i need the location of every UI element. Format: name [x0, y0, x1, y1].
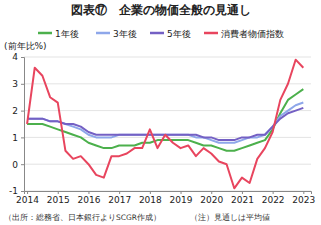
- grid-line: [24, 110, 311, 111]
- x-tick-mark: [88, 191, 89, 194]
- grid-line: [24, 57, 311, 58]
- x-axis: 2014 2015 2016 2017 2018 2019 2020 2021 2022 2023: [16, 191, 315, 205]
- y-tick-label: 0: [12, 160, 18, 170]
- y-tick-label: 4: [12, 52, 18, 62]
- x-tick-mark: [150, 191, 151, 194]
- x-tick: 2021: [231, 191, 254, 205]
- y-tick-mark: [21, 137, 24, 138]
- x-tick: 2020: [200, 191, 223, 205]
- x-tick-mark: [273, 191, 274, 194]
- x-tick-mark: [242, 191, 243, 194]
- y-tick-label: 3: [12, 79, 18, 89]
- x-tick-label: 2016: [78, 195, 101, 205]
- y-tick-mark: [21, 57, 24, 58]
- x-tick-label: 2014: [16, 195, 39, 205]
- annotation: （注）見通しは平均値: [190, 213, 270, 222]
- legend-swatch: [204, 32, 218, 35]
- y-tick-mark: [21, 84, 24, 85]
- y-tick: 2: [12, 106, 24, 116]
- y-tick: 1: [12, 133, 24, 143]
- legend-item: 5年後: [150, 29, 191, 39]
- x-tick-mark: [303, 191, 304, 194]
- x-tick-label: 2021: [231, 195, 254, 205]
- x-axis-line: [25, 192, 312, 195]
- x-tick: 2016: [78, 191, 101, 205]
- annotation: （出所：総務省、日本銀行よりSCGR作成）: [4, 213, 161, 222]
- y-tick-mark: [21, 111, 24, 112]
- x-tick-label: 2018: [139, 195, 162, 205]
- legend-label: 消費者物価指数: [221, 29, 284, 39]
- y-tick-label: 1: [12, 133, 18, 143]
- plot-lines: [27, 60, 303, 189]
- legend-item: 3年後: [96, 29, 137, 39]
- y-tick: 0: [12, 160, 24, 170]
- x-tick-mark: [58, 191, 59, 194]
- legend-swatch: [96, 32, 110, 35]
- legend-swatch: [150, 32, 164, 35]
- x-tick: 2014: [16, 191, 39, 205]
- legend: 1年後 3年後 5年後 消費者物価指数: [38, 29, 284, 39]
- grid-line: [24, 164, 311, 165]
- grid-line: [24, 83, 311, 84]
- legend-label: 5年後: [167, 29, 191, 39]
- x-tick: 2017: [108, 191, 131, 205]
- x-tick: 2022: [262, 191, 285, 205]
- y-axis-label: (前年比%): [4, 41, 47, 51]
- series-line: [27, 60, 303, 189]
- x-tick-label: 2017: [108, 195, 131, 205]
- x-tick-label: 2019: [170, 195, 193, 205]
- legend-label: 3年後: [113, 29, 137, 39]
- x-tick: 2018: [139, 191, 162, 205]
- legend-label: 1年後: [55, 29, 79, 39]
- chart: 図表⑰ 企業の物価全般の見通し1年後3年後5年後消費者物価指数(前年比%)-10…: [0, 0, 321, 225]
- legend-item: 消費者物価指数: [204, 29, 284, 39]
- x-tick-mark: [181, 191, 182, 194]
- x-tick-label: 2023: [292, 195, 315, 205]
- x-tick-label: 2022: [262, 195, 285, 205]
- x-tick: 2023: [292, 191, 315, 205]
- x-tick-mark: [27, 191, 28, 194]
- title: 図表⑰ 企業の物価全般の見通し: [71, 3, 251, 17]
- y-tick: 3: [12, 79, 24, 89]
- y-tick-label: 2: [12, 106, 18, 116]
- x-tick-label: 2020: [200, 195, 223, 205]
- x-tick-label: 2015: [47, 195, 70, 205]
- y-axis-line: [21, 58, 25, 192]
- legend-item: 1年後: [38, 29, 79, 39]
- x-tick: 2019: [170, 191, 193, 205]
- y-axis: -101234: [9, 52, 24, 196]
- legend-swatch: [38, 32, 52, 35]
- y-tick-mark: [21, 191, 24, 192]
- y-tick: 4: [12, 52, 24, 62]
- y-tick-mark: [21, 164, 24, 165]
- series-line: [27, 89, 303, 151]
- x-tick: 2015: [47, 191, 70, 205]
- x-tick-mark: [119, 191, 120, 194]
- x-tick-mark: [211, 191, 212, 194]
- grid: [24, 57, 311, 191]
